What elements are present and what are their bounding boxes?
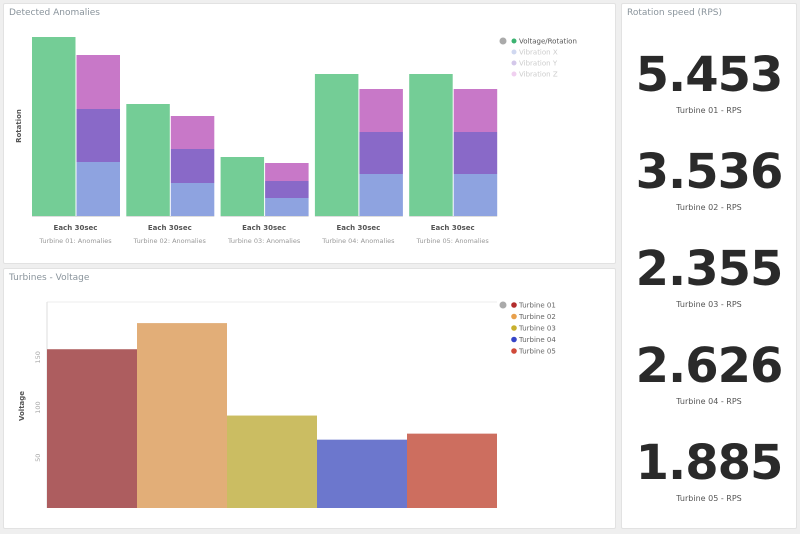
legend-item: Turbine 01: [518, 302, 556, 310]
legend-swatch: [511, 60, 517, 66]
legend-item: Vibration Y: [519, 60, 558, 68]
y-axis-label: Rotation: [15, 109, 23, 143]
panel-title: Rotation speed (RPS): [627, 8, 722, 18]
bar-vibration-z: [170, 116, 215, 149]
metric-value: 2.626: [635, 338, 784, 394]
y-tick-label: 150: [34, 351, 42, 363]
legend-item: Turbine 02: [518, 313, 556, 321]
metric-turbine-03: 2.355 Turbine 03 - RPS: [622, 240, 796, 310]
y-tick-label: 50: [34, 454, 42, 462]
bar-vibration-x: [76, 162, 120, 216]
metric-label: Turbine 04 - RPS: [676, 397, 742, 406]
legend-swatch: [511, 325, 517, 331]
bar-vibration-y: [76, 109, 120, 162]
bar-vibration-y: [265, 181, 309, 198]
legend-swatch: [511, 336, 517, 343]
bar-voltage-rotation: [314, 74, 359, 216]
legend-swatch: [511, 348, 517, 354]
legend-item: Vibration X: [519, 49, 558, 57]
x-subtick-label: Turbine 04: Anomalies: [321, 237, 395, 245]
bar-vibration-x: [170, 183, 215, 216]
legend-swatch: [511, 313, 517, 320]
bar-vibration-y: [453, 132, 498, 174]
legend-item: Turbine 04: [518, 336, 556, 344]
legend-swatch: [511, 38, 517, 44]
bar-vibration-y: [170, 149, 215, 183]
bar-turbine-04: [317, 439, 407, 508]
x-subtick-label: Turbine 02: Anomalies: [133, 237, 207, 245]
x-subtick-label: Turbine 01: Anomalies: [38, 237, 112, 245]
bar-turbine-03: [227, 415, 317, 508]
metric-label: Turbine 01 - RPS: [676, 106, 742, 115]
metric-label: Turbine 03 - RPS: [676, 300, 742, 309]
metric-label: Turbine 02 - RPS: [676, 203, 742, 212]
voltage-panel: Turbines - Voltage Voltage 50 100 150 Turbin…: [3, 268, 616, 529]
bar-voltage-rotation: [220, 157, 265, 216]
bar-voltage-rotation: [126, 104, 170, 216]
bar-vibration-z: [265, 163, 309, 181]
voltage-chart: Voltage 50 100 150 Turbine 01 Turbine 02 Turbi…: [18, 301, 556, 508]
x-tick-label: Each 30sec: [242, 224, 286, 232]
legend-item: Turbine 03: [518, 325, 556, 333]
bar-vibration-x: [453, 174, 498, 216]
metric-label: Turbine 05 - RPS: [676, 494, 742, 503]
x-tick-label: Each 30sec: [54, 224, 98, 232]
bar-vibration-y: [359, 132, 403, 174]
metric-turbine-02: 3.536 Turbine 02 - RPS: [622, 143, 796, 213]
legend-toggle-icon: [499, 37, 507, 45]
bar-vibration-x: [265, 198, 309, 216]
x-subtick-label: Turbine 03: Anomalies: [227, 237, 301, 245]
metric-value: 2.355: [635, 241, 784, 297]
legend-swatch: [511, 49, 517, 55]
bar-voltage-rotation: [409, 74, 453, 216]
bar-vibration-z: [359, 89, 403, 132]
metric-value: 1.885: [635, 435, 784, 491]
bar-vibration-z: [76, 55, 120, 109]
legend-item: Voltage/Rotation: [519, 38, 577, 46]
metric-value: 5.453: [635, 47, 784, 103]
x-tick-label: Each 30sec: [431, 224, 475, 232]
legend-item: Vibration Z: [519, 71, 558, 79]
metric-value: 3.536: [635, 144, 784, 200]
bar-turbine-02: [137, 323, 227, 508]
x-subtick-label: Turbine 05: Anomalies: [416, 237, 490, 245]
bar-turbine-05: [407, 433, 497, 508]
legend-swatch: [511, 71, 517, 77]
metric-turbine-04: 2.626 Turbine 04 - RPS: [622, 337, 796, 407]
metric-turbine-05: 1.885 Turbine 05 - RPS: [622, 434, 796, 504]
bar-turbine-01: [47, 349, 137, 508]
anomalies-chart: Rotation Each 30sec Turbine 01: Anomalies E…: [15, 37, 577, 245]
legend-item: Turbine 05: [518, 348, 556, 356]
panel-title: Turbines - Voltage: [9, 273, 90, 283]
metric-turbine-01: 5.453 Turbine 01 - RPS: [622, 46, 796, 116]
panel-title: Detected Anomalies: [9, 8, 100, 18]
y-axis-label: Voltage: [18, 391, 26, 421]
rps-panel: Rotation speed (RPS) 5.453 Turbine 01 - R…: [621, 3, 797, 529]
bar-vibration-z: [453, 89, 498, 132]
legend-swatch: [511, 302, 517, 308]
x-tick-label: Each 30sec: [336, 224, 380, 232]
x-tick-label: Each 30sec: [148, 224, 192, 232]
y-tick-label: 100: [34, 401, 42, 413]
bar-vibration-x: [359, 174, 403, 216]
anomalies-panel: Detected Anomalies Rotation Each 30sec Tur…: [3, 3, 616, 264]
legend-toggle-icon: [499, 301, 507, 309]
bar-voltage-rotation: [32, 37, 76, 216]
